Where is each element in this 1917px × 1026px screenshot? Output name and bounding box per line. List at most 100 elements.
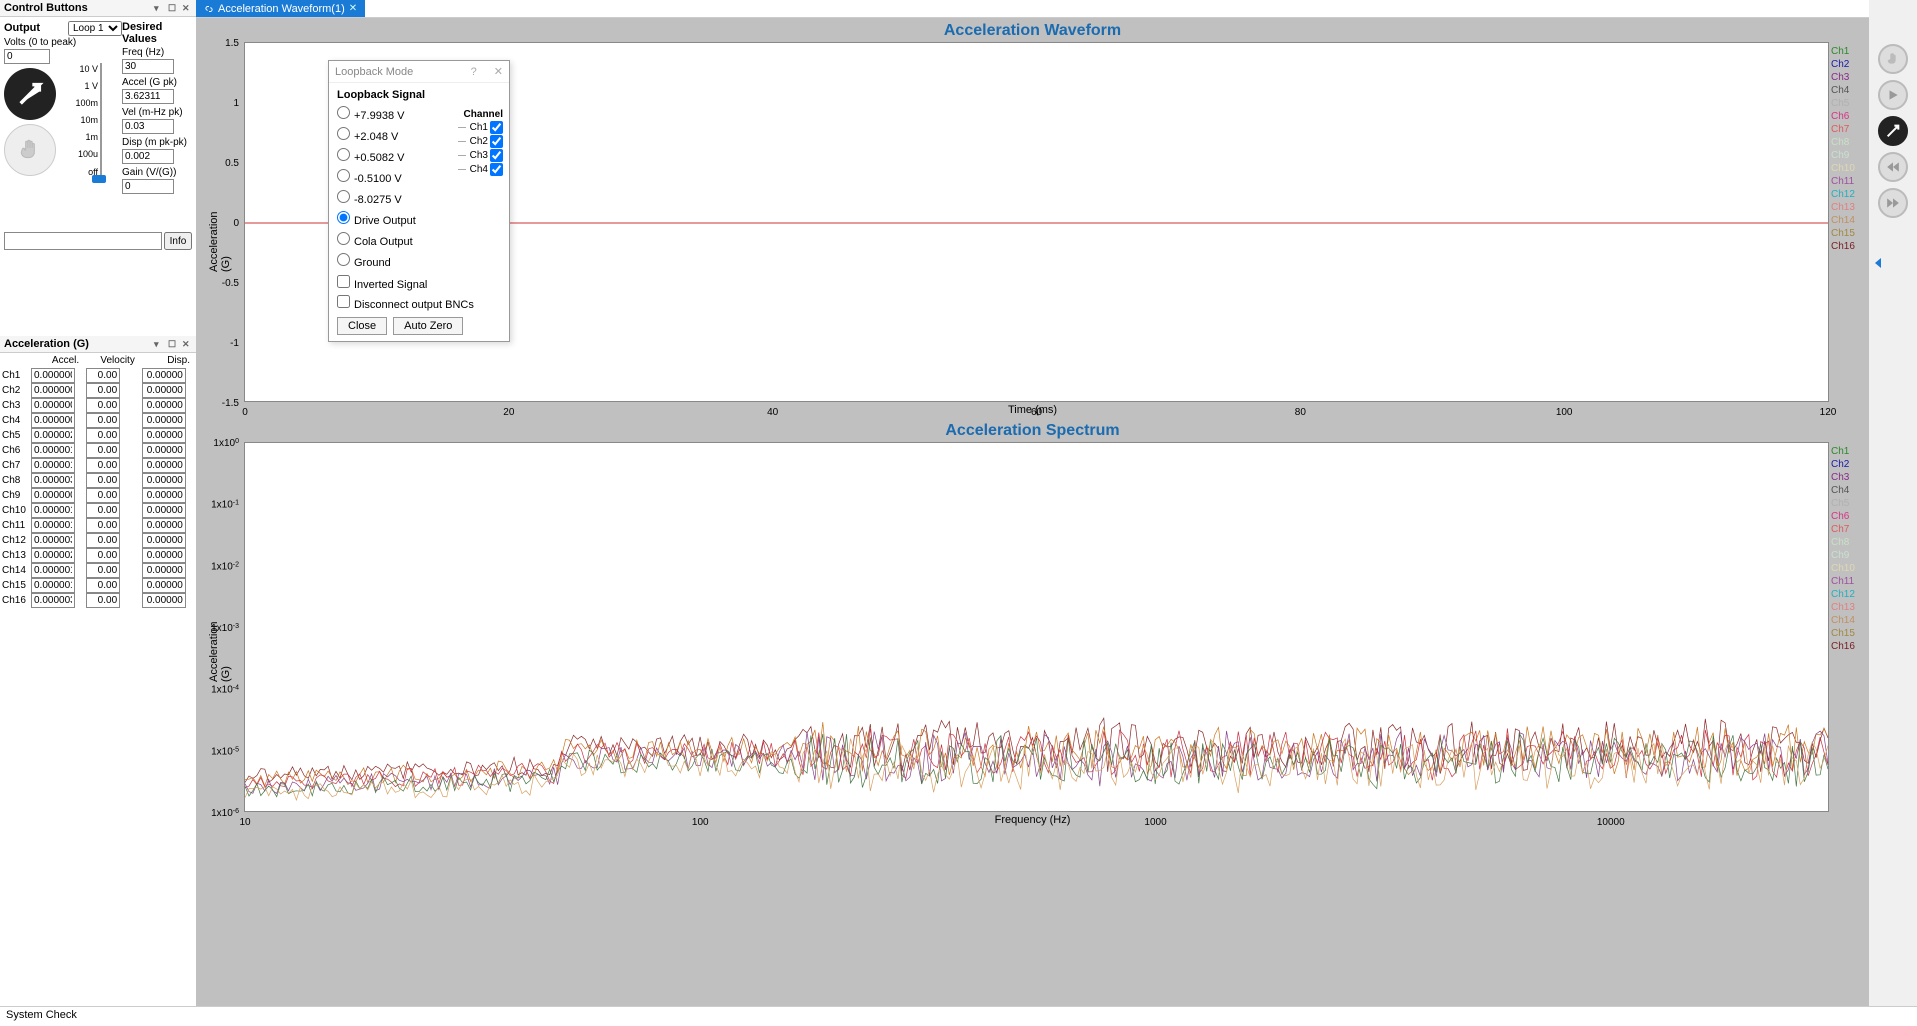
accel-cell[interactable]: [31, 458, 75, 473]
minimize-icon[interactable]: ▾: [154, 3, 164, 13]
disp-cell[interactable]: [142, 488, 186, 503]
tab-waveform[interactable]: Acceleration Waveform(1) ✕: [196, 0, 365, 17]
accel-cell[interactable]: [31, 593, 75, 608]
arrow-button[interactable]: [1878, 116, 1908, 146]
legend-item[interactable]: Ch7: [1831, 524, 1865, 535]
legend-item[interactable]: Ch3: [1831, 472, 1865, 483]
forward-button[interactable]: [1878, 188, 1908, 218]
velocity-cell[interactable]: [86, 458, 120, 473]
close-icon[interactable]: ✕: [494, 66, 503, 78]
spectrum-plot[interactable]: 1x1001x10-11x10-21x10-31x10-41x10-51x10-…: [244, 442, 1829, 812]
velocity-cell[interactable]: [86, 398, 120, 413]
gain-slider-track[interactable]: [100, 63, 102, 183]
accel-cell[interactable]: [31, 533, 75, 548]
accel-cell[interactable]: [31, 413, 75, 428]
accel-cell[interactable]: [31, 398, 75, 413]
help-icon[interactable]: ?: [471, 66, 477, 78]
rewind-button[interactable]: [1878, 152, 1908, 182]
close-icon[interactable]: ✕: [182, 3, 192, 13]
signal-radio[interactable]: Drive Output: [337, 211, 501, 227]
accel-cell[interactable]: [31, 428, 75, 443]
accel-cell[interactable]: [31, 383, 75, 398]
legend-item[interactable]: Ch5: [1831, 98, 1865, 109]
legend-item[interactable]: Ch1: [1831, 46, 1865, 57]
legend-item[interactable]: Ch8: [1831, 537, 1865, 548]
legend-item[interactable]: Ch5: [1831, 498, 1865, 509]
legend-item[interactable]: Ch4: [1831, 485, 1865, 496]
disp-cell[interactable]: [142, 503, 186, 518]
close-button[interactable]: Close: [337, 317, 387, 335]
disp-cell[interactable]: [142, 473, 186, 488]
disp-cell[interactable]: [142, 458, 186, 473]
legend-item[interactable]: Ch2: [1831, 459, 1865, 470]
channel-checkbox-row[interactable]: Ch1: [458, 120, 503, 134]
accel-cell[interactable]: [31, 473, 75, 488]
field-input[interactable]: [122, 59, 174, 74]
legend-item[interactable]: Ch12: [1831, 589, 1865, 600]
disp-cell[interactable]: [142, 383, 186, 398]
info-button[interactable]: Info: [164, 232, 192, 250]
accel-cell[interactable]: [31, 368, 75, 383]
legend-item[interactable]: Ch14: [1831, 215, 1865, 226]
legend-item[interactable]: Ch9: [1831, 550, 1865, 561]
channel-checkbox-row[interactable]: Ch2: [458, 134, 503, 148]
legend-item[interactable]: Ch6: [1831, 511, 1865, 522]
velocity-cell[interactable]: [86, 518, 120, 533]
tab-close-icon[interactable]: ✕: [349, 3, 357, 14]
velocity-cell[interactable]: [86, 428, 120, 443]
legend-item[interactable]: Ch12: [1831, 189, 1865, 200]
legend-item[interactable]: Ch8: [1831, 137, 1865, 148]
play-button[interactable]: [1878, 80, 1908, 110]
field-input[interactable]: [122, 89, 174, 104]
signal-radio[interactable]: -8.0275 V: [337, 190, 501, 206]
accel-cell[interactable]: [31, 563, 75, 578]
legend-item[interactable]: Ch10: [1831, 163, 1865, 174]
accel-cell[interactable]: [31, 548, 75, 563]
info-text-input[interactable]: [4, 232, 162, 250]
legend-item[interactable]: Ch15: [1831, 628, 1865, 639]
legend-item[interactable]: Ch11: [1831, 576, 1865, 587]
velocity-cell[interactable]: [86, 548, 120, 563]
disp-cell[interactable]: [142, 443, 186, 458]
disp-cell[interactable]: [142, 428, 186, 443]
legend-item[interactable]: Ch14: [1831, 615, 1865, 626]
accel-cell[interactable]: [31, 518, 75, 533]
legend-item[interactable]: Ch15: [1831, 228, 1865, 239]
accel-cell[interactable]: [31, 503, 75, 518]
legend-item[interactable]: Ch16: [1831, 241, 1865, 252]
velocity-cell[interactable]: [86, 368, 120, 383]
legend-item[interactable]: Ch16: [1831, 641, 1865, 652]
legend-item[interactable]: Ch9: [1831, 150, 1865, 161]
channel-checkbox-row[interactable]: Ch4: [458, 162, 503, 176]
start-button[interactable]: [4, 68, 56, 120]
accel-cell[interactable]: [31, 443, 75, 458]
restore-icon[interactable]: ☐: [168, 339, 178, 349]
velocity-cell[interactable]: [86, 503, 120, 518]
velocity-cell[interactable]: [86, 533, 120, 548]
disp-cell[interactable]: [142, 533, 186, 548]
gain-slider-thumb[interactable]: [92, 175, 106, 183]
velocity-cell[interactable]: [86, 473, 120, 488]
minimize-icon[interactable]: ▾: [154, 339, 164, 349]
velocity-cell[interactable]: [86, 488, 120, 503]
velocity-cell[interactable]: [86, 413, 120, 428]
disp-cell[interactable]: [142, 548, 186, 563]
disp-cell[interactable]: [142, 413, 186, 428]
velocity-cell[interactable]: [86, 593, 120, 608]
accel-cell[interactable]: [31, 488, 75, 503]
signal-radio[interactable]: Ground: [337, 253, 501, 269]
legend-item[interactable]: Ch6: [1831, 111, 1865, 122]
loop-select[interactable]: Loop 1: [68, 21, 122, 36]
option-checkbox[interactable]: Disconnect output BNCs: [337, 295, 501, 311]
legend-item[interactable]: Ch11: [1831, 176, 1865, 187]
legend-item[interactable]: Ch4: [1831, 85, 1865, 96]
disp-cell[interactable]: [142, 563, 186, 578]
field-input[interactable]: [122, 119, 174, 134]
channel-checkbox-row[interactable]: Ch3: [458, 148, 503, 162]
velocity-cell[interactable]: [86, 443, 120, 458]
auto-zero-button[interactable]: Auto Zero: [393, 317, 463, 335]
velocity-cell[interactable]: [86, 563, 120, 578]
velocity-cell[interactable]: [86, 578, 120, 593]
legend-item[interactable]: Ch1: [1831, 446, 1865, 457]
disp-cell[interactable]: [142, 593, 186, 608]
